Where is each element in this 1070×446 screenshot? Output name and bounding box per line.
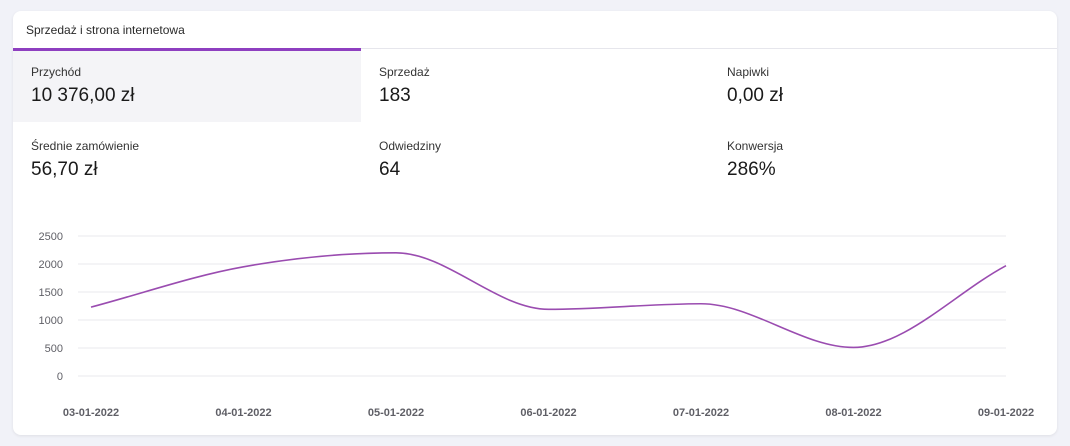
metric-tile-visits[interactable]: Odwiedziny 64 (361, 122, 709, 196)
metric-value: 286% (727, 159, 776, 180)
revenue-line-chart: 0 500 1000 1500 2000 2500 03-01-2022 04-01-2022… (39, 231, 1035, 419)
x-tick-label: 03-01-2022 (63, 407, 119, 419)
x-tick-label: 09-01-2022 (978, 407, 1034, 419)
metric-label: Napiwki (727, 65, 770, 79)
metric-tile-revenue[interactable]: Przychód 10 376,00 zł (13, 48, 361, 122)
metric-label: Odwiedziny (379, 139, 442, 153)
y-tick-label: 2000 (39, 259, 63, 271)
metric-value: 64 (379, 159, 401, 180)
x-tick-label: 04-01-2022 (215, 407, 271, 419)
metric-label: Konwersja (727, 139, 784, 153)
metric-label: Sprzedaż (379, 65, 430, 79)
y-tick-label: 1500 (39, 287, 63, 299)
metric-value: 10 376,00 zł (31, 85, 135, 106)
metric-value: 56,70 zł (31, 159, 98, 180)
y-tick-label: 500 (45, 343, 63, 355)
y-tick-label: 0 (57, 371, 63, 383)
x-tick-label: 07-01-2022 (673, 407, 729, 419)
metric-label: Średnie zamówienie (31, 139, 140, 153)
metric-tile-tips[interactable]: Napiwki 0,00 zł (709, 48, 1057, 122)
x-tick-label: 05-01-2022 (368, 407, 424, 419)
y-tick-label: 1000 (39, 315, 63, 327)
metric-label: Przychód (31, 65, 82, 79)
metric-tile-average-order[interactable]: Średnie zamówienie 56,70 zł (13, 122, 361, 196)
metric-tile-conversion[interactable]: Konwersja 286% (709, 122, 1057, 196)
x-tick-label: 08-01-2022 (825, 407, 881, 419)
x-tick-label: 06-01-2022 (520, 407, 576, 419)
y-tick-label: 2500 (39, 231, 63, 243)
sales-website-card: Sprzedaż i strona internetowa Przychód 1… (13, 11, 1057, 435)
card-title: Sprzedaż i strona internetowa (26, 23, 185, 37)
metric-value: 0,00 zł (727, 85, 783, 106)
metric-value: 183 (379, 85, 411, 106)
card-header: Sprzedaż i strona internetowa (13, 11, 1057, 49)
revenue-series-line (90, 251, 1007, 349)
metric-tile-sales[interactable]: Sprzedaż 183 (361, 48, 709, 122)
